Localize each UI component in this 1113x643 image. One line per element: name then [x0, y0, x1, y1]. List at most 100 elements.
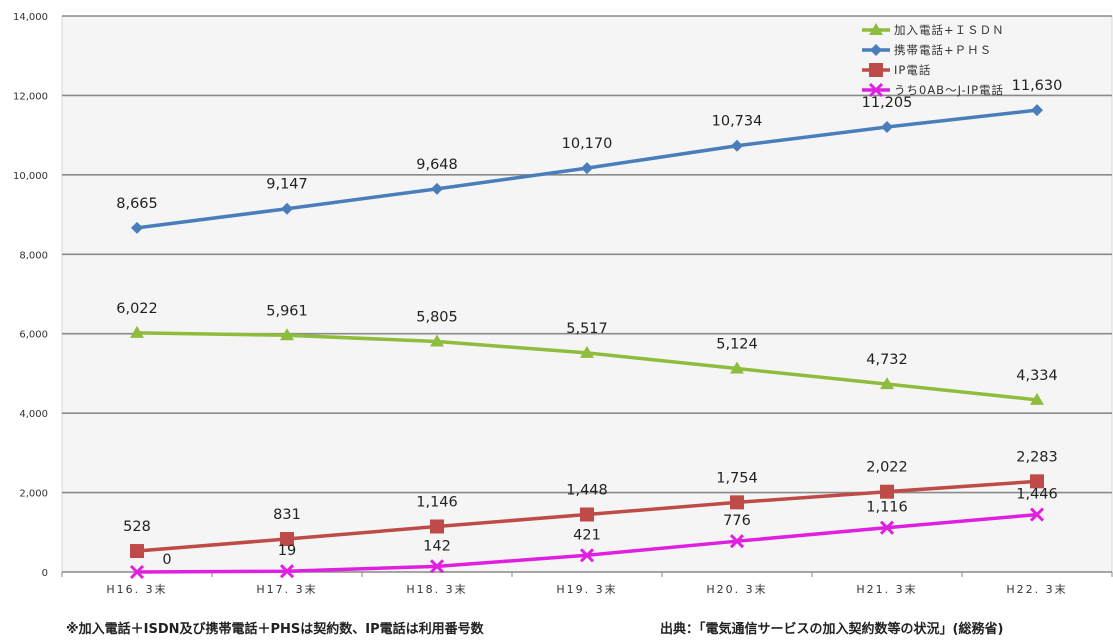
- y-tick-label: 10,000: [13, 171, 48, 182]
- data-point-diamond: [281, 202, 293, 215]
- data-point-square: [1030, 474, 1044, 489]
- y-tick-label: 2,000: [19, 489, 48, 500]
- x-tick-label: H17. 3末: [256, 582, 317, 596]
- data-point-triangle: [130, 325, 144, 338]
- data-label: 8,665: [116, 196, 158, 212]
- footnote-source: 出典：「電気通信サービスの加入契約数等の状況」(総務省): [660, 622, 1004, 637]
- y-tick-label: 4,000: [19, 409, 48, 420]
- data-label: 2,022: [866, 460, 908, 476]
- data-label: 776: [723, 513, 751, 529]
- data-point-triangle: [430, 334, 444, 347]
- data-point-triangle: [1030, 392, 1044, 405]
- data-point-x: [279, 564, 295, 579]
- legend-label: 加入電話+ＩＳＤＮ: [894, 23, 1005, 37]
- x-mark-stroke: [129, 564, 145, 580]
- x-mark-stroke: [279, 564, 295, 579]
- y-tick-label: 6,000: [19, 330, 48, 341]
- data-point-diamond: [731, 139, 743, 152]
- data-point-triangle: [580, 345, 594, 358]
- data-point-x: [1029, 507, 1045, 522]
- x-mark-stroke: [879, 520, 895, 535]
- data-label: 142: [423, 538, 451, 554]
- axes: 0 2,000 4,000 6,000 8,000 10,000 12,000 14,000 H…: [13, 12, 1113, 596]
- legend-item: うち0AB～J-IP電話: [862, 82, 1004, 98]
- x-mark-stroke: [579, 548, 595, 563]
- series-2: [130, 474, 1044, 559]
- footnote-note: ※加入電話＋ISDN及び携帯電話＋PHSは契約数、IP電話は利用番号数: [66, 622, 484, 637]
- y-tick-label: 12,000: [13, 91, 48, 102]
- data-point-triangle: [880, 377, 894, 390]
- data-label: 421: [573, 527, 601, 543]
- data-label: 2,283: [1016, 449, 1058, 465]
- data-point-x: [879, 520, 895, 535]
- data-point-triangle: [280, 328, 294, 341]
- data-label: 5,961: [266, 303, 308, 319]
- data-point-diamond: [131, 221, 143, 234]
- data-point-square: [880, 484, 894, 499]
- series-1: [131, 104, 1043, 234]
- data-point-square: [130, 544, 144, 559]
- legend-label: IP電話: [894, 63, 931, 77]
- data-label: 10,170: [562, 136, 613, 152]
- legend-item: IP電話: [862, 63, 931, 77]
- x-tick-label: H22. 3末: [1006, 582, 1067, 596]
- y-tick-label: 8,000: [19, 250, 48, 261]
- data-label: 11,630: [1012, 78, 1063, 94]
- data-label: 1,146: [416, 494, 458, 510]
- y-tick-label: 14,000: [13, 12, 48, 23]
- data-point-square: [280, 531, 294, 546]
- x-tick-label: H20. 3末: [706, 582, 767, 596]
- x-tick-label: H19. 3末: [556, 582, 617, 596]
- data-label: 4,334: [1016, 368, 1058, 384]
- data-label: 9,147: [266, 177, 308, 193]
- x-tick-label: H18. 3末: [406, 582, 467, 596]
- data-point-diamond: [431, 182, 443, 195]
- data-point-x: [579, 548, 595, 563]
- x-mark-stroke: [1029, 507, 1045, 522]
- data-label: 0: [162, 552, 171, 568]
- data-label: 9,648: [416, 157, 458, 173]
- legend-item: 携帯電話+ＰＨＳ: [862, 43, 992, 57]
- data-point-square: [430, 519, 444, 534]
- x-mark-stroke: [868, 82, 884, 98]
- x-tick-label: H21. 3末: [856, 582, 917, 596]
- data-label: 1,448: [566, 482, 608, 498]
- data-label: 11,205: [862, 95, 913, 111]
- y-tick-label: 0: [42, 568, 48, 579]
- data-point-square: [580, 507, 594, 522]
- data-label: 4,732: [866, 352, 908, 368]
- plot-area: [61, 15, 1113, 573]
- data-label: 528: [123, 519, 151, 535]
- data-point-triangle: [869, 23, 883, 35]
- data-point-diamond: [581, 162, 593, 175]
- series-3: [129, 507, 1045, 580]
- data-label: 6,022: [116, 301, 158, 317]
- data-label: 5,124: [716, 337, 758, 353]
- data-labels: 6,022 5,961 5,805 5,517 5,124 4,732 4,334 8,665…: [116, 78, 1062, 568]
- data-point-diamond: [881, 121, 893, 134]
- series-group: [129, 104, 1045, 580]
- legend-label: 携帯電話+ＰＨＳ: [894, 43, 992, 57]
- legend-label: うち0AB～J-IP電話: [894, 83, 1004, 97]
- data-label: 5,805: [416, 309, 458, 325]
- data-point-x: [868, 82, 884, 98]
- data-label: 1,116: [866, 500, 908, 516]
- x-tick-label: H16. 3末: [106, 582, 167, 596]
- data-point-triangle: [730, 361, 744, 374]
- x-mark-stroke: [429, 559, 445, 574]
- x-mark-stroke: [729, 534, 745, 549]
- data-point-x: [729, 534, 745, 549]
- data-point-x: [429, 559, 445, 574]
- data-label: 10,734: [712, 114, 763, 130]
- data-label: 5,517: [566, 321, 608, 337]
- data-point-x: [129, 564, 145, 580]
- data-point-diamond: [870, 44, 882, 56]
- series-0: [130, 325, 1044, 405]
- legend-item: 加入電話+ＩＳＤＮ: [862, 23, 1005, 37]
- data-point-diamond: [1031, 104, 1043, 117]
- data-point-square: [869, 63, 883, 77]
- data-label: 831: [273, 507, 301, 523]
